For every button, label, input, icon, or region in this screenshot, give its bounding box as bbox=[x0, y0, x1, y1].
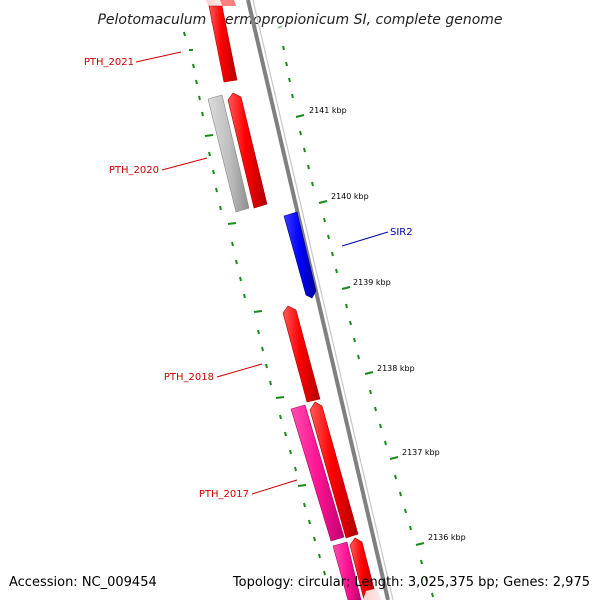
gene-partial-top-right bbox=[220, 0, 236, 6]
gene-pth2021[interactable] bbox=[208, 5, 238, 83]
gene-pth2020-grey[interactable] bbox=[207, 94, 250, 213]
gene-red-bottom bbox=[349, 537, 378, 600]
label-sir2[interactable]: SIR2 bbox=[390, 227, 413, 238]
gene-pth2017[interactable] bbox=[290, 404, 345, 542]
tick-label-2141: 2141 kbp bbox=[309, 106, 347, 115]
accession-text: Accession: NC_009454 bbox=[9, 575, 157, 590]
gene-sir2[interactable] bbox=[283, 211, 317, 299]
outer-tick-track bbox=[277, 25, 434, 598]
leader-pth2017 bbox=[251, 479, 298, 495]
tick-label-2138: 2138 kbp bbox=[377, 364, 415, 373]
label-pth2020[interactable]: PTH_2020 bbox=[109, 165, 159, 176]
leader-pth2020 bbox=[161, 157, 208, 171]
gene-faded-top bbox=[206, 0, 221, 6]
backbone-line bbox=[246, 0, 390, 600]
label-pth2018[interactable]: PTH_2018 bbox=[164, 372, 214, 383]
leader-sir2 bbox=[341, 231, 389, 247]
leader-pth2018 bbox=[216, 363, 263, 378]
label-pth2021[interactable]: PTH_2021 bbox=[84, 57, 134, 68]
gene-pink-bottom bbox=[332, 541, 362, 600]
label-pth2017[interactable]: PTH_2017 bbox=[199, 489, 249, 500]
backbone-highlight bbox=[252, 0, 394, 600]
tick-label-2136: 2136 kbp bbox=[428, 533, 466, 542]
gene-pth2020-red[interactable] bbox=[227, 92, 268, 209]
gene-pth2017-red[interactable] bbox=[309, 401, 359, 539]
gene-faded-bottom bbox=[363, 588, 381, 600]
gene-pth2018[interactable] bbox=[282, 305, 321, 403]
leader-pth2021 bbox=[135, 51, 182, 63]
tick-label-2139: 2139 kbp bbox=[353, 278, 391, 287]
genome-summary-text: Topology: circular; Length: 3,025,375 bp… bbox=[232, 575, 590, 590]
tick-label-2140: 2140 kbp bbox=[331, 192, 369, 201]
map-title: Pelotomaculum thermopropionicum SI, comp… bbox=[97, 12, 502, 28]
tick-label-2137: 2137 kbp bbox=[402, 448, 440, 457]
inner-tick-track bbox=[183, 31, 326, 576]
